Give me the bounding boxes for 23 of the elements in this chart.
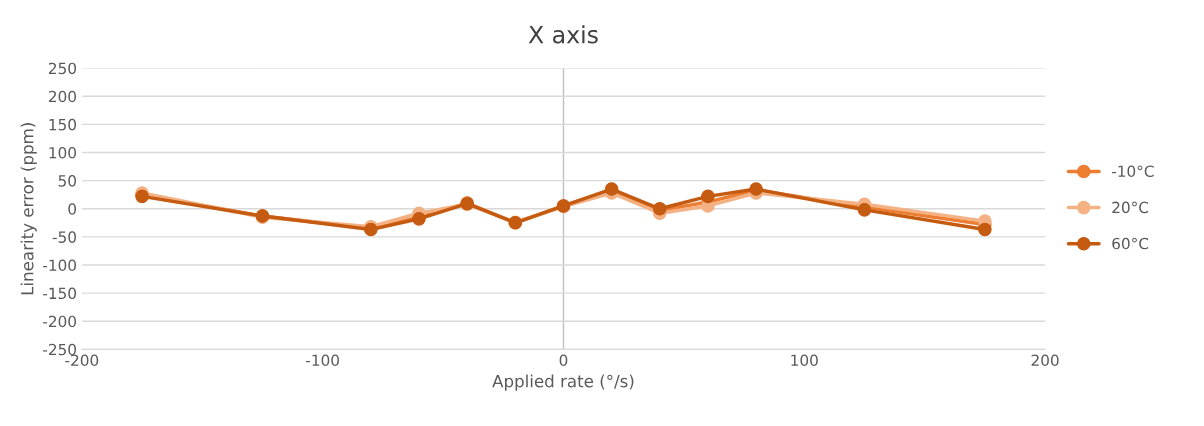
- chart-title: X axis: [528, 25, 598, 44]
- y-tick-label: -100: [43, 259, 76, 271]
- x-tick-label: -100: [306, 354, 339, 367]
- point: [701, 189, 715, 204]
- legend-label: 60°C: [1112, 237, 1149, 250]
- y-tick-label: -50: [52, 231, 76, 243]
- y-tick-label: -200: [43, 315, 76, 328]
- y-tick-label: -150: [43, 287, 76, 300]
- x-axis-title: Applied rate (°/s): [492, 374, 634, 391]
- point: [978, 222, 992, 237]
- y-tick-label: 250: [48, 62, 76, 75]
- legend-label: -10°C: [1111, 165, 1154, 177]
- y-tick-label: 50: [58, 175, 76, 187]
- y-tick-label: 0: [68, 203, 76, 215]
- y-tick-label: 100: [49, 146, 76, 159]
- y-axis-title: Linearity error (ppm): [20, 123, 37, 295]
- y-tick-label: 150: [49, 118, 76, 131]
- y-tick-label: 200: [48, 90, 76, 103]
- x-tick-label: 100: [791, 354, 818, 367]
- y-tick-label: -250: [43, 343, 76, 356]
- x-tick-label: 0: [559, 354, 568, 367]
- legend-label: 20°C: [1112, 201, 1149, 214]
- x-tick-label: 200: [1031, 354, 1059, 367]
